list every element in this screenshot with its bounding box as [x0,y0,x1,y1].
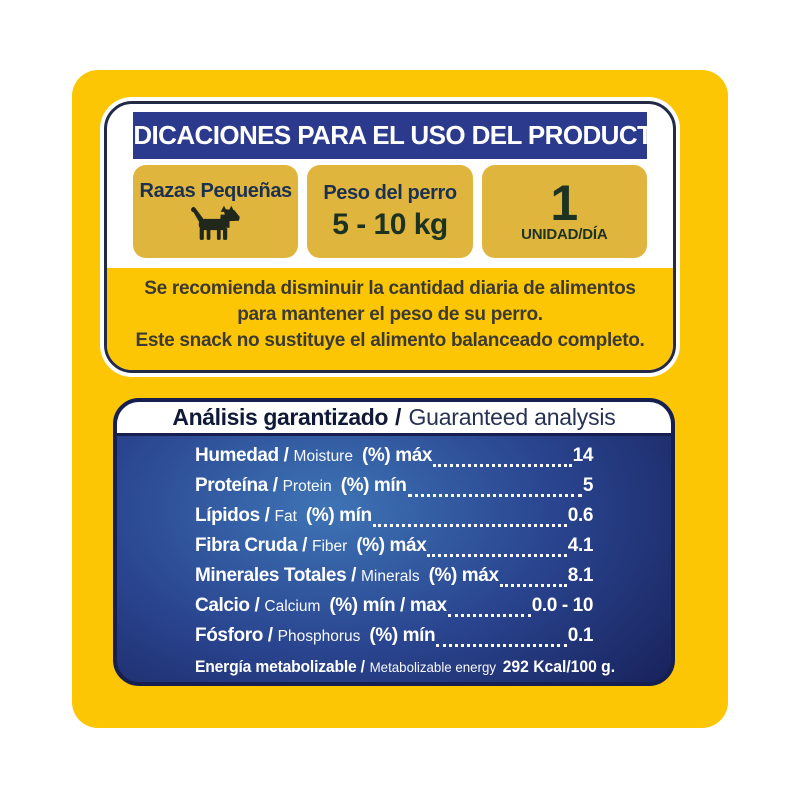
row-label-en: Fat [274,508,297,525]
row-label-en: Protein [282,478,332,495]
row-value: 14 [572,445,594,466]
row-value: 4.1 [567,535,594,556]
recommendation-text: Se recomienda disminuir la cantidad diar… [115,276,665,354]
dot-leader [427,554,567,557]
serving-quantity: 1 [550,175,579,231]
row-spec: (%) mín [305,505,372,526]
analysis-row-humedad: Humedad / Moisture (%) máx 14 [195,445,593,475]
analysis-row-fibra: Fibra Cruda / Fiber (%) máx 4.1 [195,535,593,565]
recommendation-line-1: Se recomienda disminuir la cantidad diar… [144,278,636,299]
row-value: 0.0 - 10 [531,595,594,616]
row-label-es: Humedad / [195,445,289,466]
breed-label: Razas Pequeñas [139,180,293,202]
weight-range: 5 - 10 kg [332,207,448,241]
row-value: 8.1 [567,565,594,586]
analysis-row-proteina: Proteína / Protein (%) mín 5 [195,475,593,505]
row-label-es: Minerales Totales / [195,565,356,586]
row-value: 5 [582,475,594,496]
guaranteed-analysis-header: Análisis garantizado / Guaranteed analys… [117,402,671,436]
row-spec: (%) mín / max [329,595,447,616]
row-spec: (%) mín [369,625,436,646]
usage-indications-title: INDICACIONES PARA EL USO DEL PRODUCTO [108,120,672,150]
analysis-row-minerales: Minerales Totales / Minerals (%) máx 8.1 [195,565,593,595]
row-spec: (%) máx [356,535,427,556]
row-label-en: Calcium [264,598,321,615]
analysis-body: Humedad / Moisture (%) máx 14 Proteína /… [117,436,671,677]
row-value: 0.1 [567,625,594,646]
recommendation-background [107,268,673,370]
weight-box: Peso del perro 5 - 10 kg [307,165,473,258]
recommendation-line-2: para mantener el peso de su perro. [237,304,543,325]
usage-indications-panel: INDICACIONES PARA EL USO DEL PRODUCTO Ra… [104,101,676,373]
dot-leader [372,524,567,527]
recommendation-line-3: Este snack no sustituye el alimento bala… [135,330,645,351]
row-label-en: Minerals [361,568,420,585]
row-label-en: Metabolizable energy [369,659,497,675]
analysis-row-calcio: Calcio / Calcium (%) mín / max 0.0 - 10 [195,595,593,625]
dot-leader [407,494,582,497]
row-label-es: Proteína / [195,475,278,496]
row-label-en: Fiber [311,538,348,555]
row-label-es: Calcio / [195,595,260,616]
row-label-en: Moisture [293,448,353,465]
analysis-row-fosforo: Fósforo / Phosphorus (%) mín 0.1 [195,625,593,655]
analysis-table: Humedad / Moisture (%) máx 14 Proteína /… [195,445,615,677]
serving-box: 1 UNIDAD/DÍA [481,165,647,258]
dot-leader [436,644,567,647]
guaranteed-analysis-panel: Análisis garantizado / Guaranteed analys… [113,398,675,686]
row-value: 0.6 [567,505,594,526]
row-spec: (%) máx [361,445,433,466]
usage-indications-header: INDICACIONES PARA EL USO DEL PRODUCTO [109,112,672,159]
analysis-title-es: Análisis garantizado [172,404,389,430]
analysis-row-energia: Energía metabolizable / Metabolizable en… [195,658,615,677]
breed-box: Razas Pequeñas [133,165,299,258]
dot-leader [447,614,531,617]
usage-boxes-row: Razas Pequeñas [133,165,647,258]
dot-leader [433,464,572,467]
row-spec: (%) mín [340,475,407,496]
row-label-en: Phosphorus [277,628,361,645]
analysis-row-lipidos: Lípidos / Fat (%) mín 0.6 [195,505,593,535]
weight-label: Peso del perro [323,181,457,204]
row-label-es: Energía metabolizable / [195,658,365,676]
row-value: 292 Kcal/100 g. [502,658,616,676]
row-label-es: Lípidos / [195,505,270,526]
row-label-es: Fibra Cruda / [195,535,307,556]
serving-unit: UNIDAD/DÍA [521,226,608,243]
analysis-title-en: Guaranteed analysis [408,404,616,430]
dog-icon [190,205,240,240]
analysis-title-separator: / [395,404,402,430]
row-label-es: Fósforo / [195,625,273,646]
dot-leader [499,584,567,587]
row-spec: (%) máx [428,565,499,586]
